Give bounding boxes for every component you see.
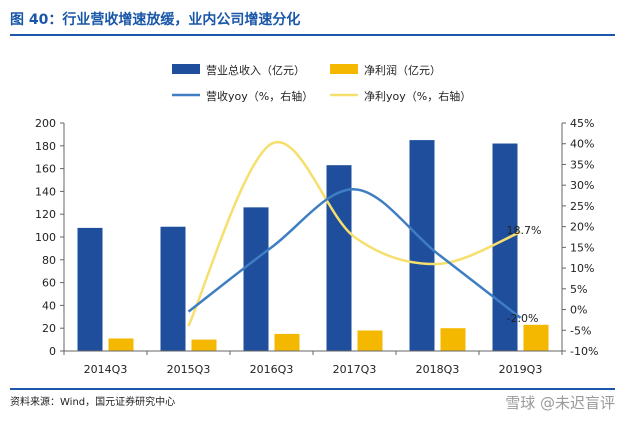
legend-swatch-1 [330, 64, 358, 74]
right-axis: -10% -5% 0% 5% 10% 15% 20% 25% 30% 35% 40% 45% [561, 117, 598, 358]
left-tick-label-3: 60 [42, 277, 56, 290]
left-tick-label-1: 20 [42, 322, 56, 335]
right-tick-label-0: -10% [570, 345, 598, 358]
right-tick-label-6: 20% [570, 221, 594, 234]
x-tick-label-3: 2017Q3 [333, 363, 377, 376]
legend-swatch-0 [172, 64, 200, 74]
profit-yoy-line [187, 140, 521, 327]
lines [187, 140, 522, 327]
x-tick-label-5: 2019Q3 [499, 363, 543, 376]
legend-label-2: 营收yoy（%，右轴） [206, 89, 313, 103]
right-tick-label-1: -5% [570, 324, 591, 337]
right-tick-label-4: 10% [570, 262, 594, 275]
right-tick-label-7: 25% [570, 200, 594, 213]
legend-label-3: 净利yoy（%，右轴） [364, 89, 471, 103]
left-tick-label-9: 180 [35, 140, 56, 153]
left-tick-label-8: 160 [35, 163, 56, 176]
revenue-yoy-line [187, 188, 522, 319]
legend-label-0: 营业总收入（亿元） [206, 63, 305, 77]
annotations: 18.7% -2.0% [507, 224, 542, 325]
left-tick-label-5: 100 [35, 231, 56, 244]
right-tick-label-2: 0% [570, 304, 587, 317]
revenue-bar-2014Q3 [77, 227, 103, 351]
left-axis: 0 20 40 60 80 100 120 140 160 180 200 [35, 117, 65, 358]
x-axis: 2014Q3 2015Q3 2016Q3 2017Q3 2018Q3 2019Q3 [63, 350, 563, 376]
revenue-bar-2015Q3 [160, 226, 186, 351]
profit-bar-2016Q3 [274, 333, 300, 351]
profit-yoy-end-label: 18.7% [507, 224, 542, 237]
right-tick-label-10: 40% [570, 138, 594, 151]
right-tick-label-3: 5% [570, 283, 587, 296]
left-tick-label-7: 140 [35, 185, 56, 198]
profit-bar-2017Q3 [357, 330, 383, 351]
revenue-bar-2019Q3 [492, 143, 518, 351]
profit-bar-2015Q3 [191, 339, 217, 351]
x-tick-label-2: 2016Q3 [250, 363, 294, 376]
revenue-bar-2018Q3 [409, 140, 435, 351]
x-tick-label-0: 2014Q3 [84, 363, 128, 376]
left-tick-label-6: 120 [35, 208, 56, 221]
chart: 营业总收入（亿元） 净利润（亿元） 营收yoy（%，右轴） 净利yoy（%，右轴） 0… [35, 63, 598, 376]
revenue-bar-2016Q3 [243, 207, 269, 351]
left-tick-label-4: 80 [42, 254, 56, 267]
footer: 资料来源：Wind，国元证券研究中心 雪球 @未迟盲评 [10, 388, 615, 420]
left-tick-label-0: 0 [49, 345, 56, 358]
right-tick-label-8: 30% [570, 179, 594, 192]
right-tick-label-11: 45% [570, 117, 594, 130]
x-tick-label-1: 2015Q3 [167, 363, 211, 376]
watermark: 雪球 @未迟盲评 [505, 394, 615, 412]
legend-label-1: 净利润（亿元） [364, 63, 441, 77]
profit-bar-2019Q3 [523, 324, 549, 351]
profit-bar-2018Q3 [440, 328, 466, 351]
revenue-yoy-end-label: -2.0% [507, 312, 539, 325]
left-tick-label-2: 40 [42, 299, 56, 312]
x-tick-label-4: 2018Q3 [416, 363, 460, 376]
left-tick-label-10: 200 [35, 117, 56, 130]
right-tick-label-9: 35% [570, 158, 594, 171]
right-tick-label-5: 15% [570, 241, 594, 254]
source-note: 资料来源：Wind，国元证券研究中心 [10, 397, 176, 408]
profit-bar-2014Q3 [108, 338, 134, 351]
legend: 营业总收入（亿元） 净利润（亿元） 营收yoy（%，右轴） 净利yoy（%，右轴） [172, 63, 471, 103]
figure-title: 图 40：行业营收增速放缓，业内公司增速分化 [10, 6, 615, 36]
bars [77, 140, 549, 351]
